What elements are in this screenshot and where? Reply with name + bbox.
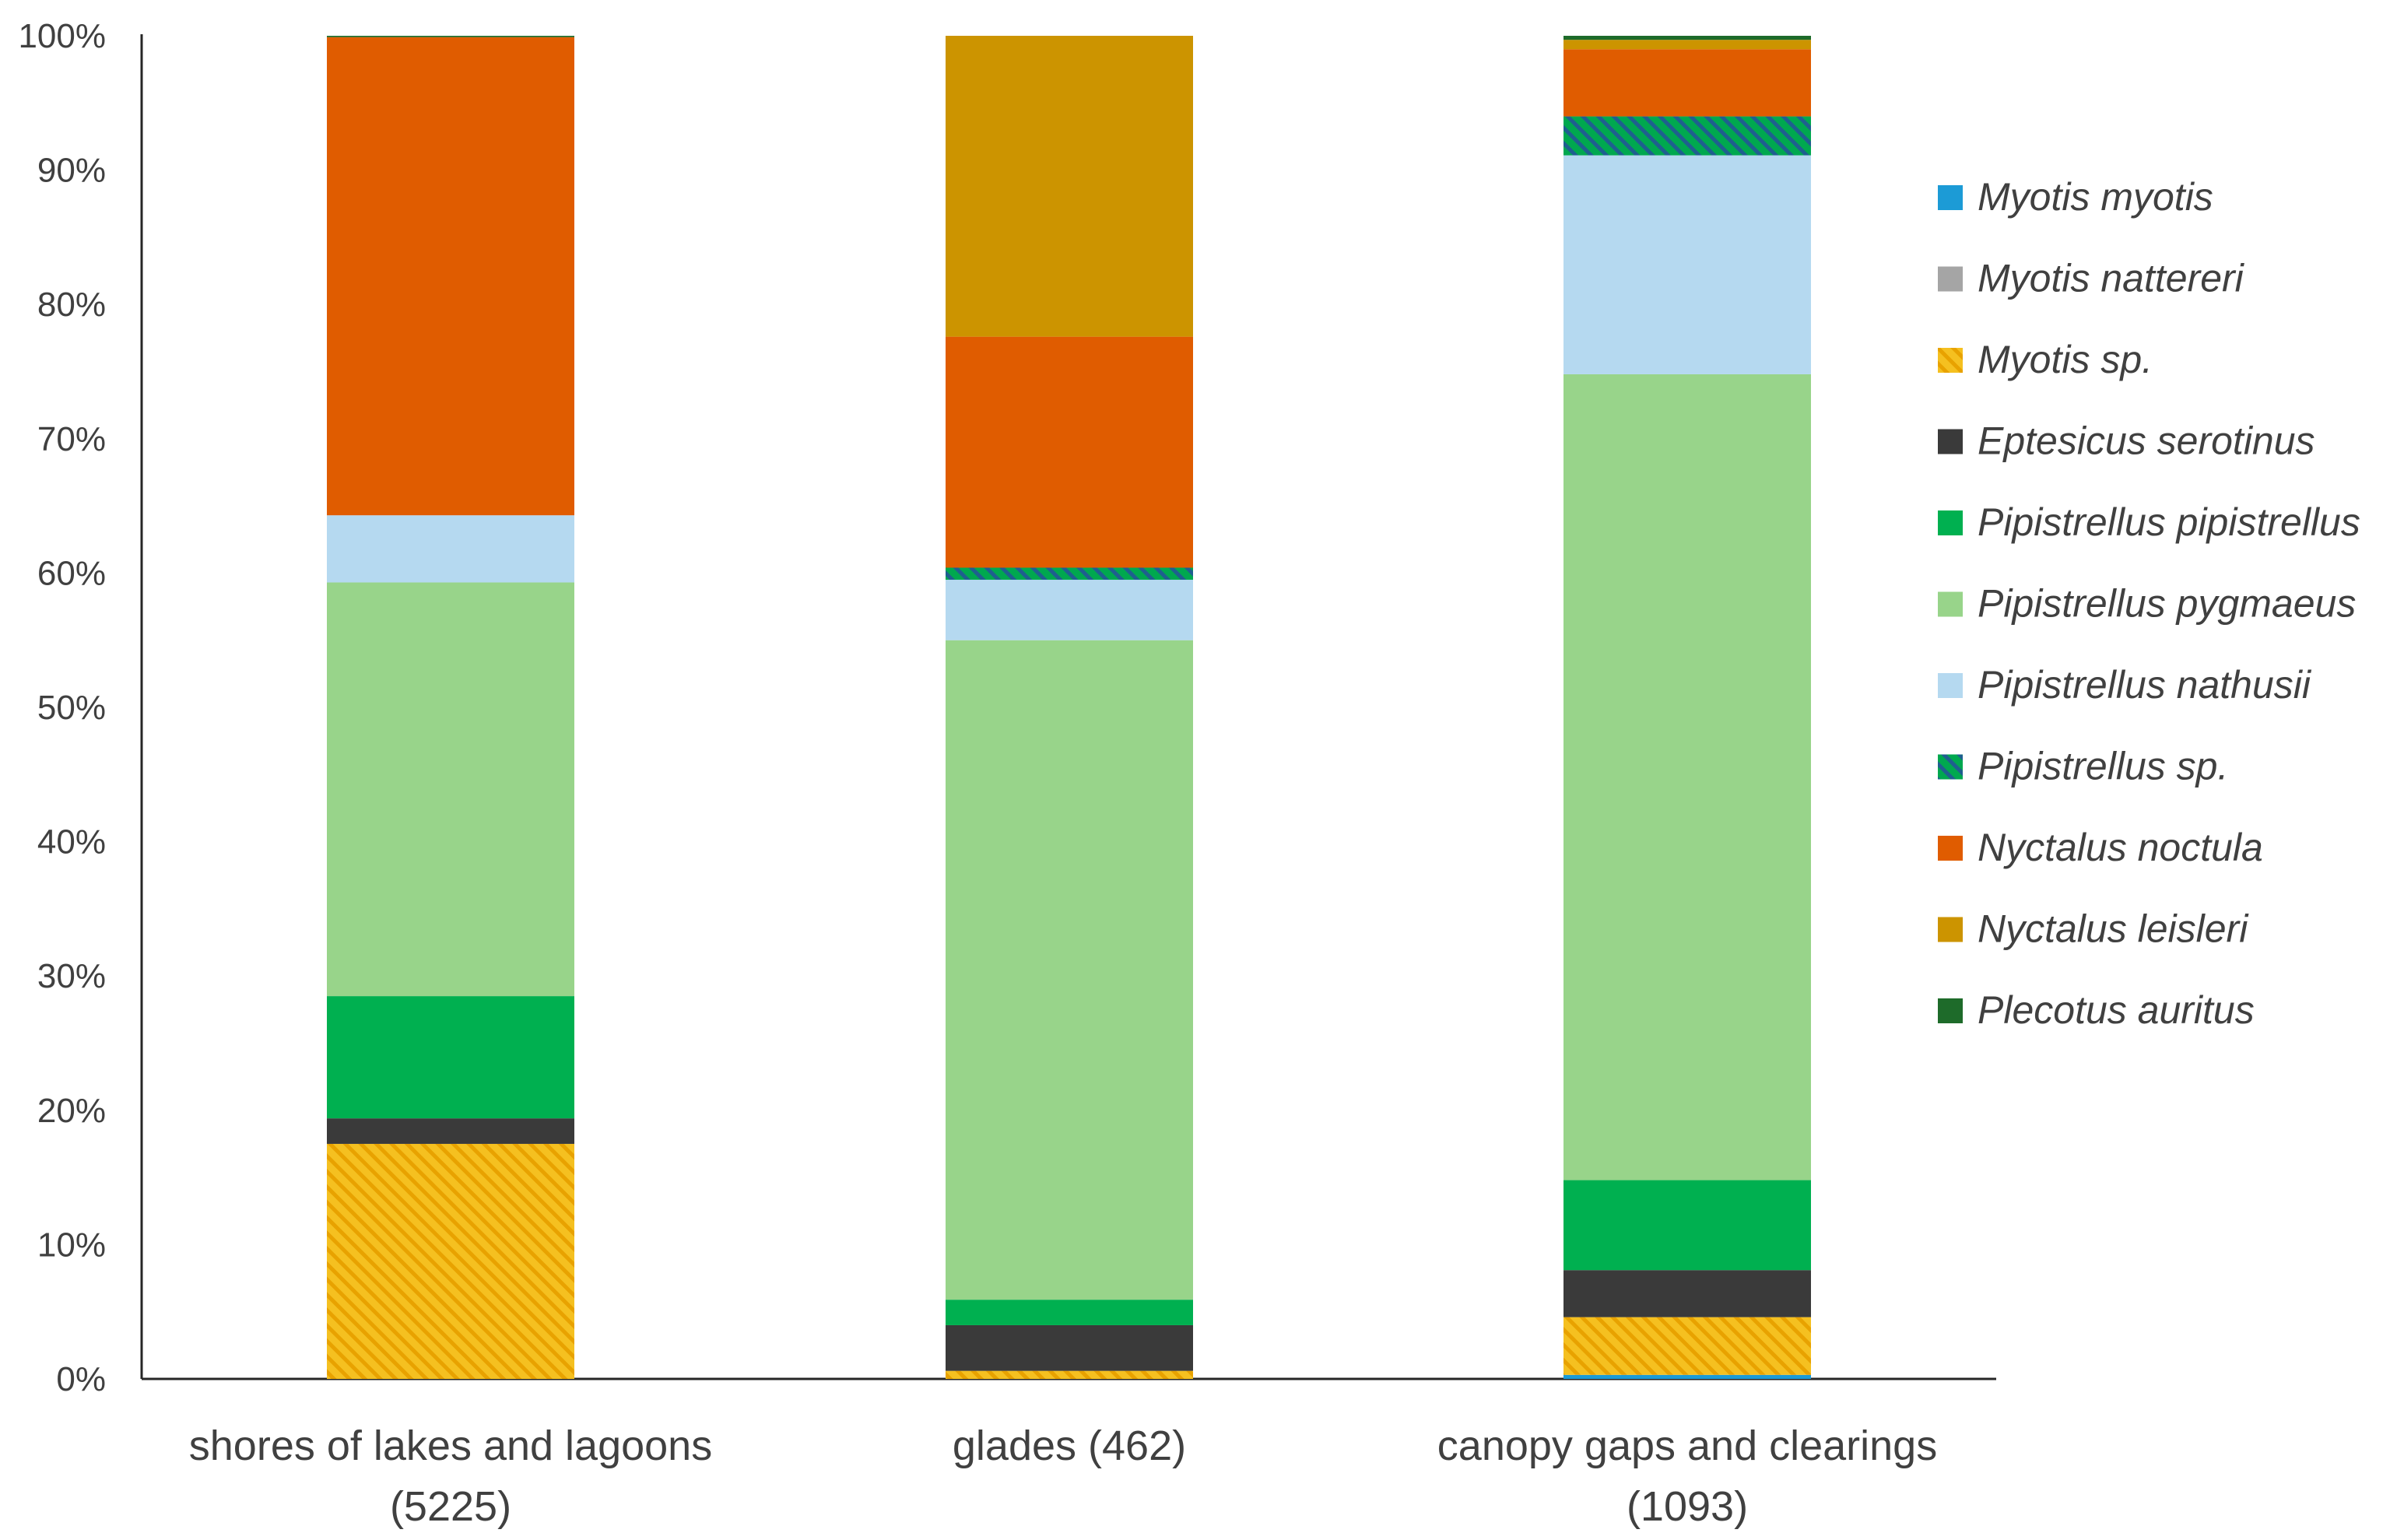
bar-segment (946, 1370, 1193, 1379)
legend-swatch (1938, 998, 1963, 1023)
y-tick-label: 0% (56, 1360, 106, 1398)
legend-label: Myotis sp. (1978, 338, 2153, 381)
bar-segment (327, 37, 574, 516)
y-tick-label: 10% (37, 1226, 106, 1264)
bar-segment (1563, 374, 1811, 1180)
legend-swatch (1938, 266, 1963, 292)
bar-segment (1563, 49, 1811, 117)
legend-swatch (1938, 510, 1963, 535)
legend-swatch (1938, 673, 1963, 698)
x-category-label: (5225) (390, 1483, 511, 1530)
bar-segment (946, 580, 1193, 640)
y-tick-label: 50% (37, 689, 106, 727)
legend-label: Myotis nattereri (1978, 257, 2245, 300)
bar-segment (327, 1118, 574, 1144)
bar-segment (946, 1324, 1193, 1371)
bar-segment (1563, 155, 1811, 374)
bar-segment (1563, 1317, 1811, 1375)
y-tick-label: 90% (37, 152, 106, 190)
bar-segment (1563, 1180, 1811, 1271)
y-tick-label: 60% (37, 554, 106, 592)
bar-segment (946, 1300, 1193, 1325)
legend-label: Pipistrellus nathusii (1978, 663, 2312, 707)
bar-segment (1563, 36, 1811, 40)
legend: Myotis myotis Myotis nattereri Myotis sp. E… (1938, 175, 2360, 1032)
x-category-label: canopy gaps and clearings (1437, 1422, 1937, 1469)
legend-swatch (1938, 185, 1963, 210)
bar-segment (327, 515, 574, 583)
x-category-label: glades (462) (953, 1422, 1186, 1469)
x-category-label: (1093) (1627, 1483, 1748, 1530)
bar-segment (946, 567, 1193, 581)
legend-swatch (1938, 429, 1963, 454)
bar-segment (946, 336, 1193, 568)
bar-segment (327, 996, 574, 1119)
y-tick-label: 20% (37, 1092, 106, 1130)
bar-segment (1563, 1374, 1811, 1379)
legend-label: Myotis myotis (1978, 175, 2213, 219)
bar-segment (1563, 40, 1811, 50)
legend-label: Nyctalus noctula (1978, 826, 2263, 869)
bar-segment (327, 582, 574, 997)
legend-label: Eptesicus serotinus (1978, 419, 2315, 463)
legend-label: Pipistrellus pipistrellus (1978, 500, 2360, 544)
bar-segment (1563, 116, 1811, 156)
bar-segment (946, 640, 1193, 1300)
legend-swatch (1938, 836, 1963, 861)
legend-label: Nyctalus leisleri (1978, 907, 2249, 951)
y-tick-label: 100% (18, 17, 106, 55)
y-tick-label: 80% (37, 286, 106, 324)
y-tick-label: 40% (37, 823, 106, 861)
bar-segment (1563, 1270, 1811, 1317)
y-tick-label: 30% (37, 957, 106, 995)
bars (327, 36, 1811, 1379)
legend-label: Plecotus auritus (1978, 988, 2255, 1032)
bar-segment (327, 36, 574, 37)
x-category-label: shores of lakes and lagoons (189, 1422, 712, 1469)
legend-label: Pipistrellus pygmaeus (1978, 582, 2356, 626)
legend-label: Pipistrellus sp. (1978, 745, 2228, 788)
bar-segment (946, 36, 1193, 337)
y-tick-label: 70% (37, 420, 106, 458)
bar-segment (327, 1143, 574, 1379)
x-axis-labels: shores of lakes and lagoons (5225) glades … (189, 1422, 1937, 1530)
legend-swatch (1938, 348, 1963, 373)
legend-swatch (1938, 754, 1963, 780)
legend-swatch (1938, 917, 1963, 942)
axes: 0% 10% 20% 30% 40% 50% 60% 70% 80% 90% 100% (18, 17, 1996, 1398)
legend-swatch (1938, 591, 1963, 617)
